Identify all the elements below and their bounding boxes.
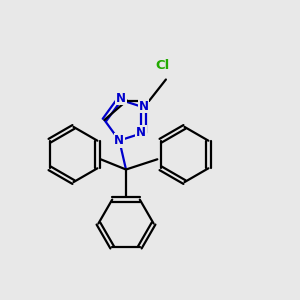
- Text: N: N: [116, 92, 126, 105]
- Text: N: N: [136, 126, 146, 139]
- Text: N: N: [139, 100, 148, 112]
- Text: N: N: [114, 134, 124, 147]
- Text: Cl: Cl: [156, 59, 170, 73]
